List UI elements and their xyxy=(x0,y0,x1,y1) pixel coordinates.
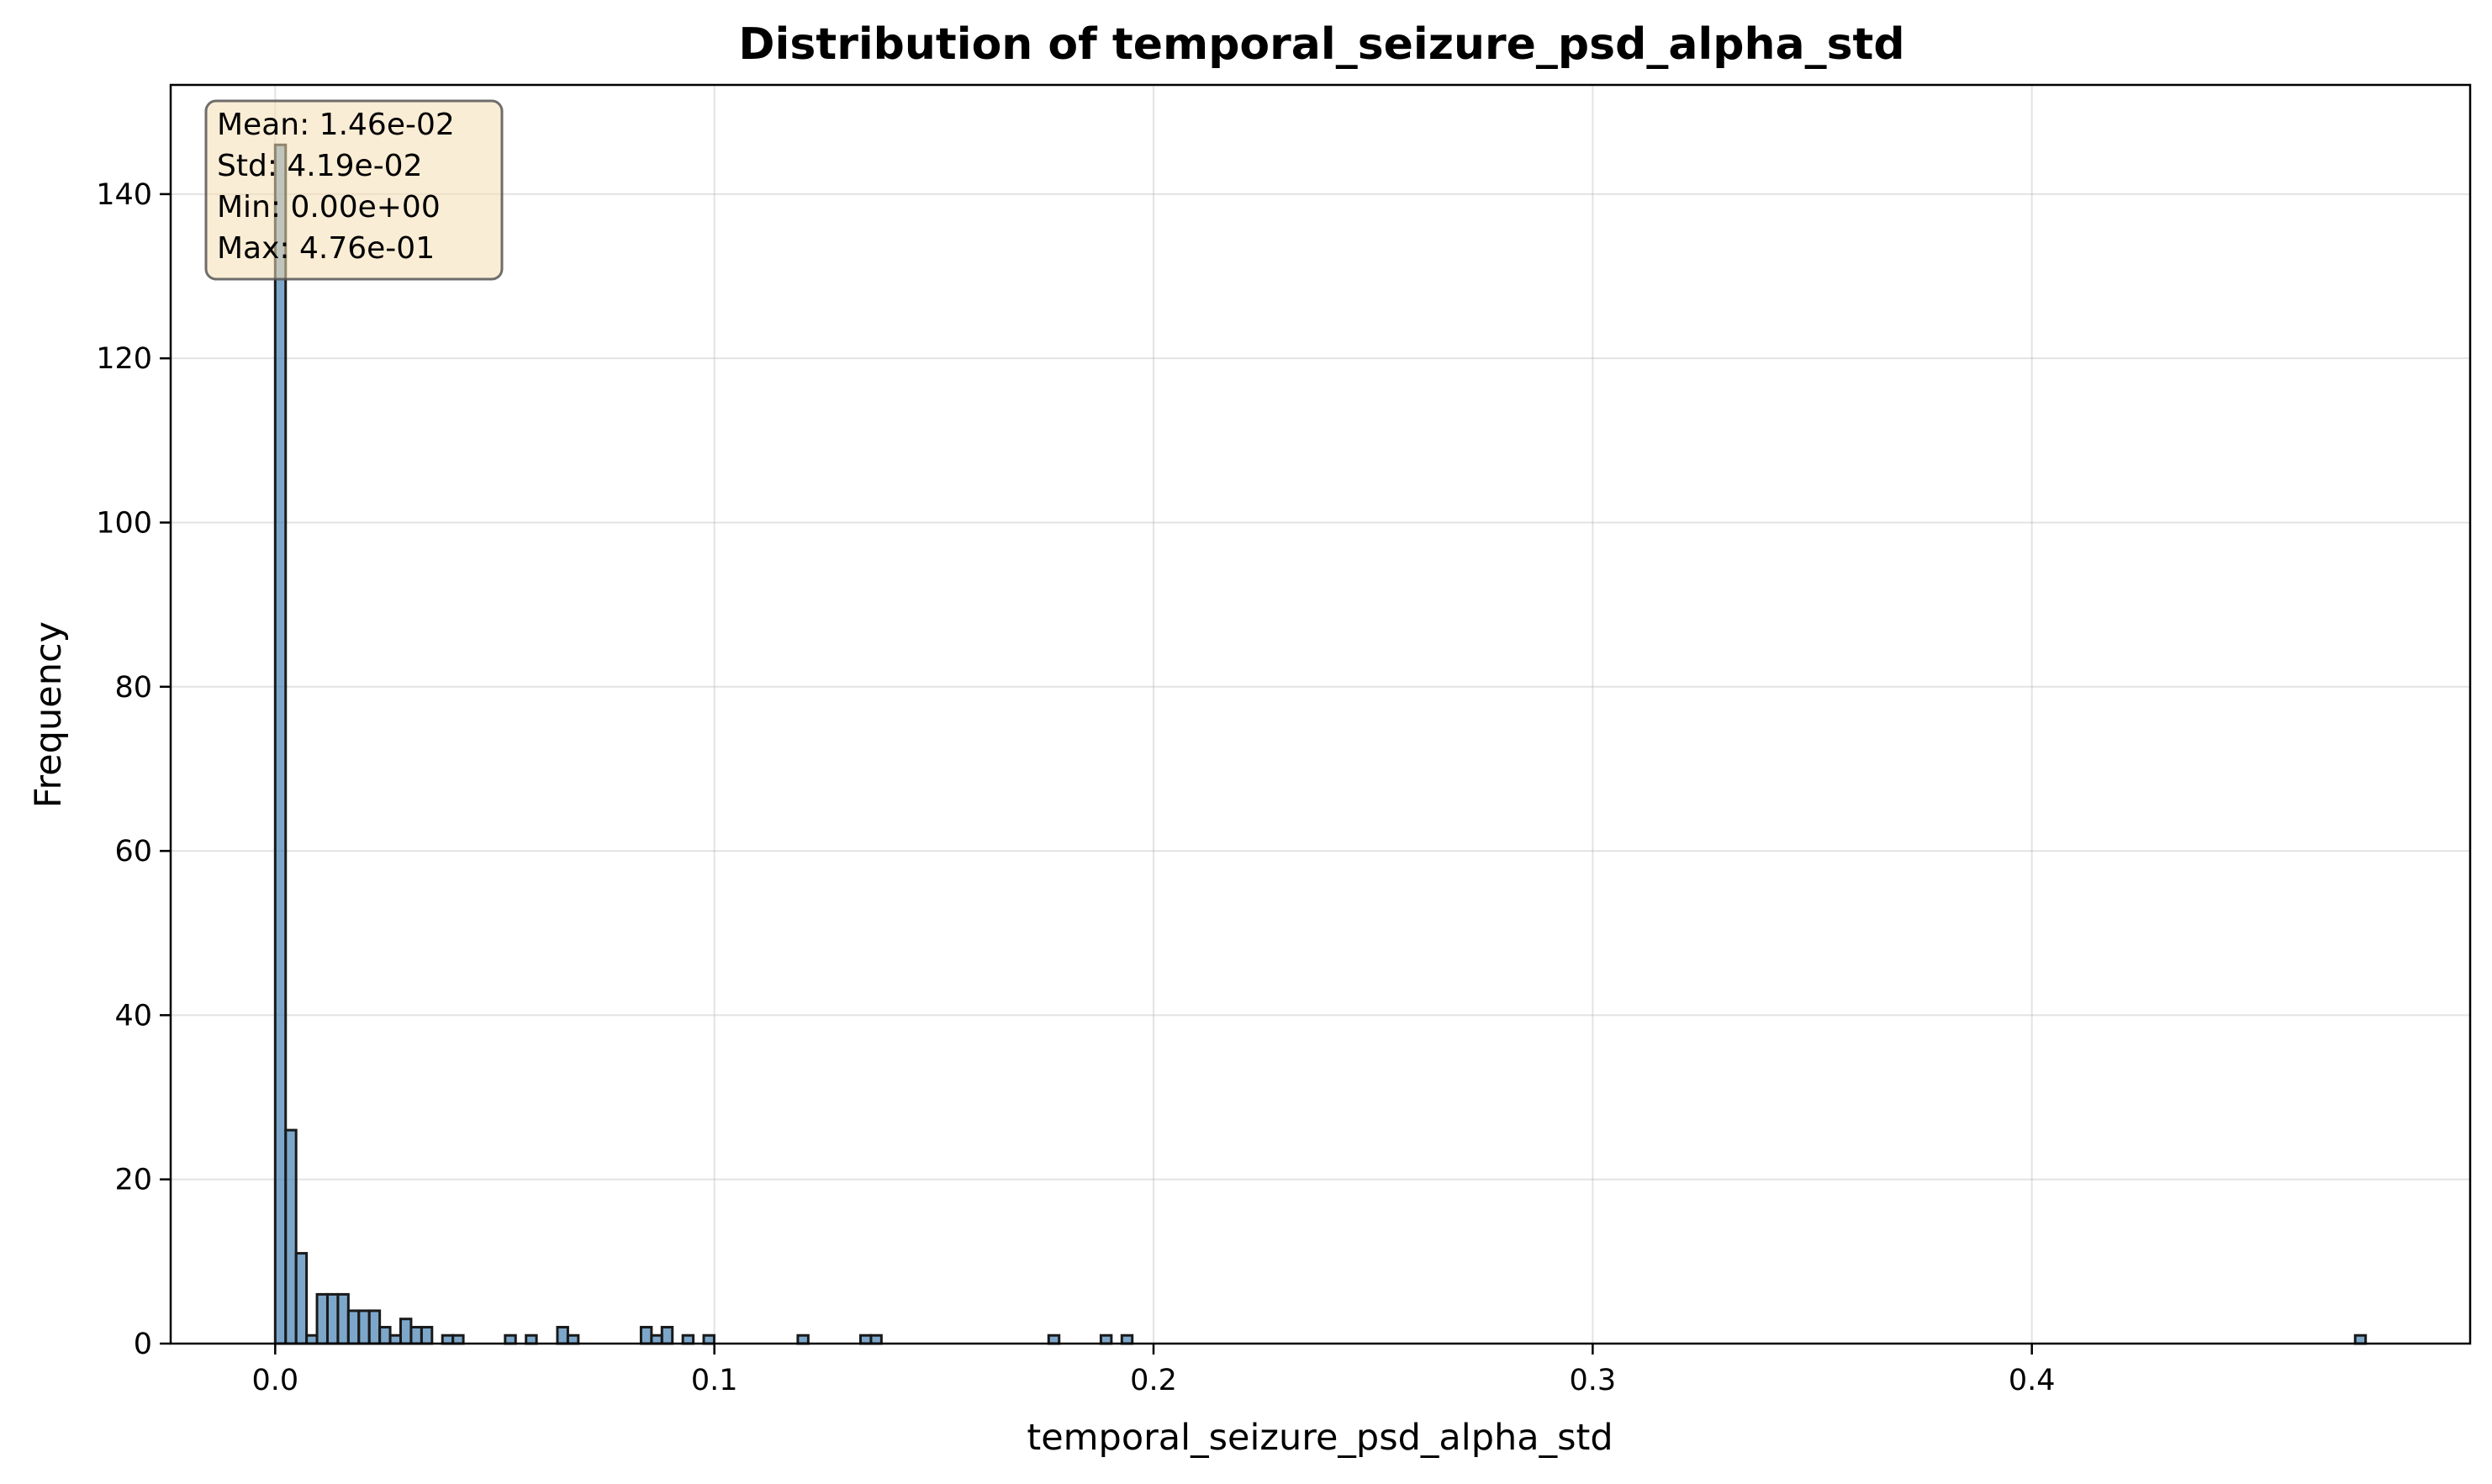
histogram-bar xyxy=(399,1318,413,1345)
histogram-bar xyxy=(367,1309,382,1345)
x-tick-label: 0.2 xyxy=(1130,1364,1177,1397)
stats-std: Std: 4.19e-02 xyxy=(217,149,423,183)
histogram-bar xyxy=(650,1333,663,1345)
y-tick-label: 40 xyxy=(114,999,152,1032)
histogram-bar xyxy=(859,1333,873,1345)
chart-title: Distribution of temporal_seizure_psd_alp… xyxy=(738,19,1904,70)
x-axis-ticks: 0.0 0.1 0.2 0.3 0.4 xyxy=(251,1344,2056,1397)
y-tick-label: 120 xyxy=(96,342,152,376)
histogram-bar xyxy=(525,1333,538,1345)
histogram-bar xyxy=(284,1128,298,1345)
x-tick-label: 0.1 xyxy=(691,1364,738,1397)
histogram-bar xyxy=(451,1333,465,1345)
histogram-bar xyxy=(357,1309,371,1345)
histogram-bar xyxy=(639,1325,653,1345)
y-tick-label: 0 xyxy=(134,1328,152,1361)
histogram-bar xyxy=(315,1292,329,1345)
histogram-bars xyxy=(273,143,2368,1345)
histogram-bar xyxy=(556,1325,569,1345)
y-axis-label: Frequency xyxy=(28,621,70,808)
grid-lines xyxy=(171,85,2470,1344)
x-tick-label: 0.4 xyxy=(2009,1364,2056,1397)
histogram-bar xyxy=(388,1333,402,1345)
histogram-bar xyxy=(273,143,288,1345)
histogram-bar xyxy=(796,1333,810,1345)
x-axis-label: temporal_seizure_psd_alpha_std xyxy=(1027,1417,1613,1459)
histogram-bar xyxy=(325,1292,340,1345)
x-tick-label: 0.0 xyxy=(251,1364,298,1397)
histogram-bar xyxy=(2353,1333,2368,1345)
histogram-bar xyxy=(294,1252,309,1345)
y-tick-label: 80 xyxy=(114,671,152,705)
y-axis-ticks: 0 20 40 60 80 100 120 140 xyxy=(96,178,171,1361)
histogram-bar xyxy=(681,1333,695,1345)
y-tick-label: 60 xyxy=(114,835,152,869)
histogram-bar xyxy=(504,1333,517,1345)
histogram-bar xyxy=(409,1325,423,1345)
histogram-bar xyxy=(1047,1333,1061,1345)
histogram-bar xyxy=(336,1292,350,1345)
x-tick-label: 0.3 xyxy=(1570,1364,1617,1397)
y-tick-label: 100 xyxy=(96,506,152,540)
histogram-bar xyxy=(702,1333,715,1345)
y-tick-label: 20 xyxy=(114,1164,152,1197)
histogram-bar xyxy=(566,1333,580,1345)
histogram-bar xyxy=(378,1325,392,1345)
histogram-bar xyxy=(420,1325,434,1345)
stats-box-background xyxy=(204,99,504,281)
stats-box: Mean: 1.46e-02 Std: 4.19e-02 Min: 0.00e+… xyxy=(204,99,504,281)
histogram-bar xyxy=(346,1309,361,1345)
histogram-bar xyxy=(305,1333,319,1345)
y-tick-label: 140 xyxy=(96,178,152,212)
stats-min: Min: 0.00e+00 xyxy=(217,190,441,224)
histogram-bar xyxy=(660,1325,674,1345)
histogram-bar xyxy=(441,1333,455,1345)
stats-mean: Mean: 1.46e-02 xyxy=(217,108,455,142)
histogram-bar xyxy=(869,1333,883,1345)
plot-frame xyxy=(169,83,2472,1345)
stats-max: Max: 4.76e-01 xyxy=(217,231,435,266)
histogram-bar xyxy=(1120,1333,1134,1345)
histogram-bar xyxy=(1099,1333,1113,1345)
